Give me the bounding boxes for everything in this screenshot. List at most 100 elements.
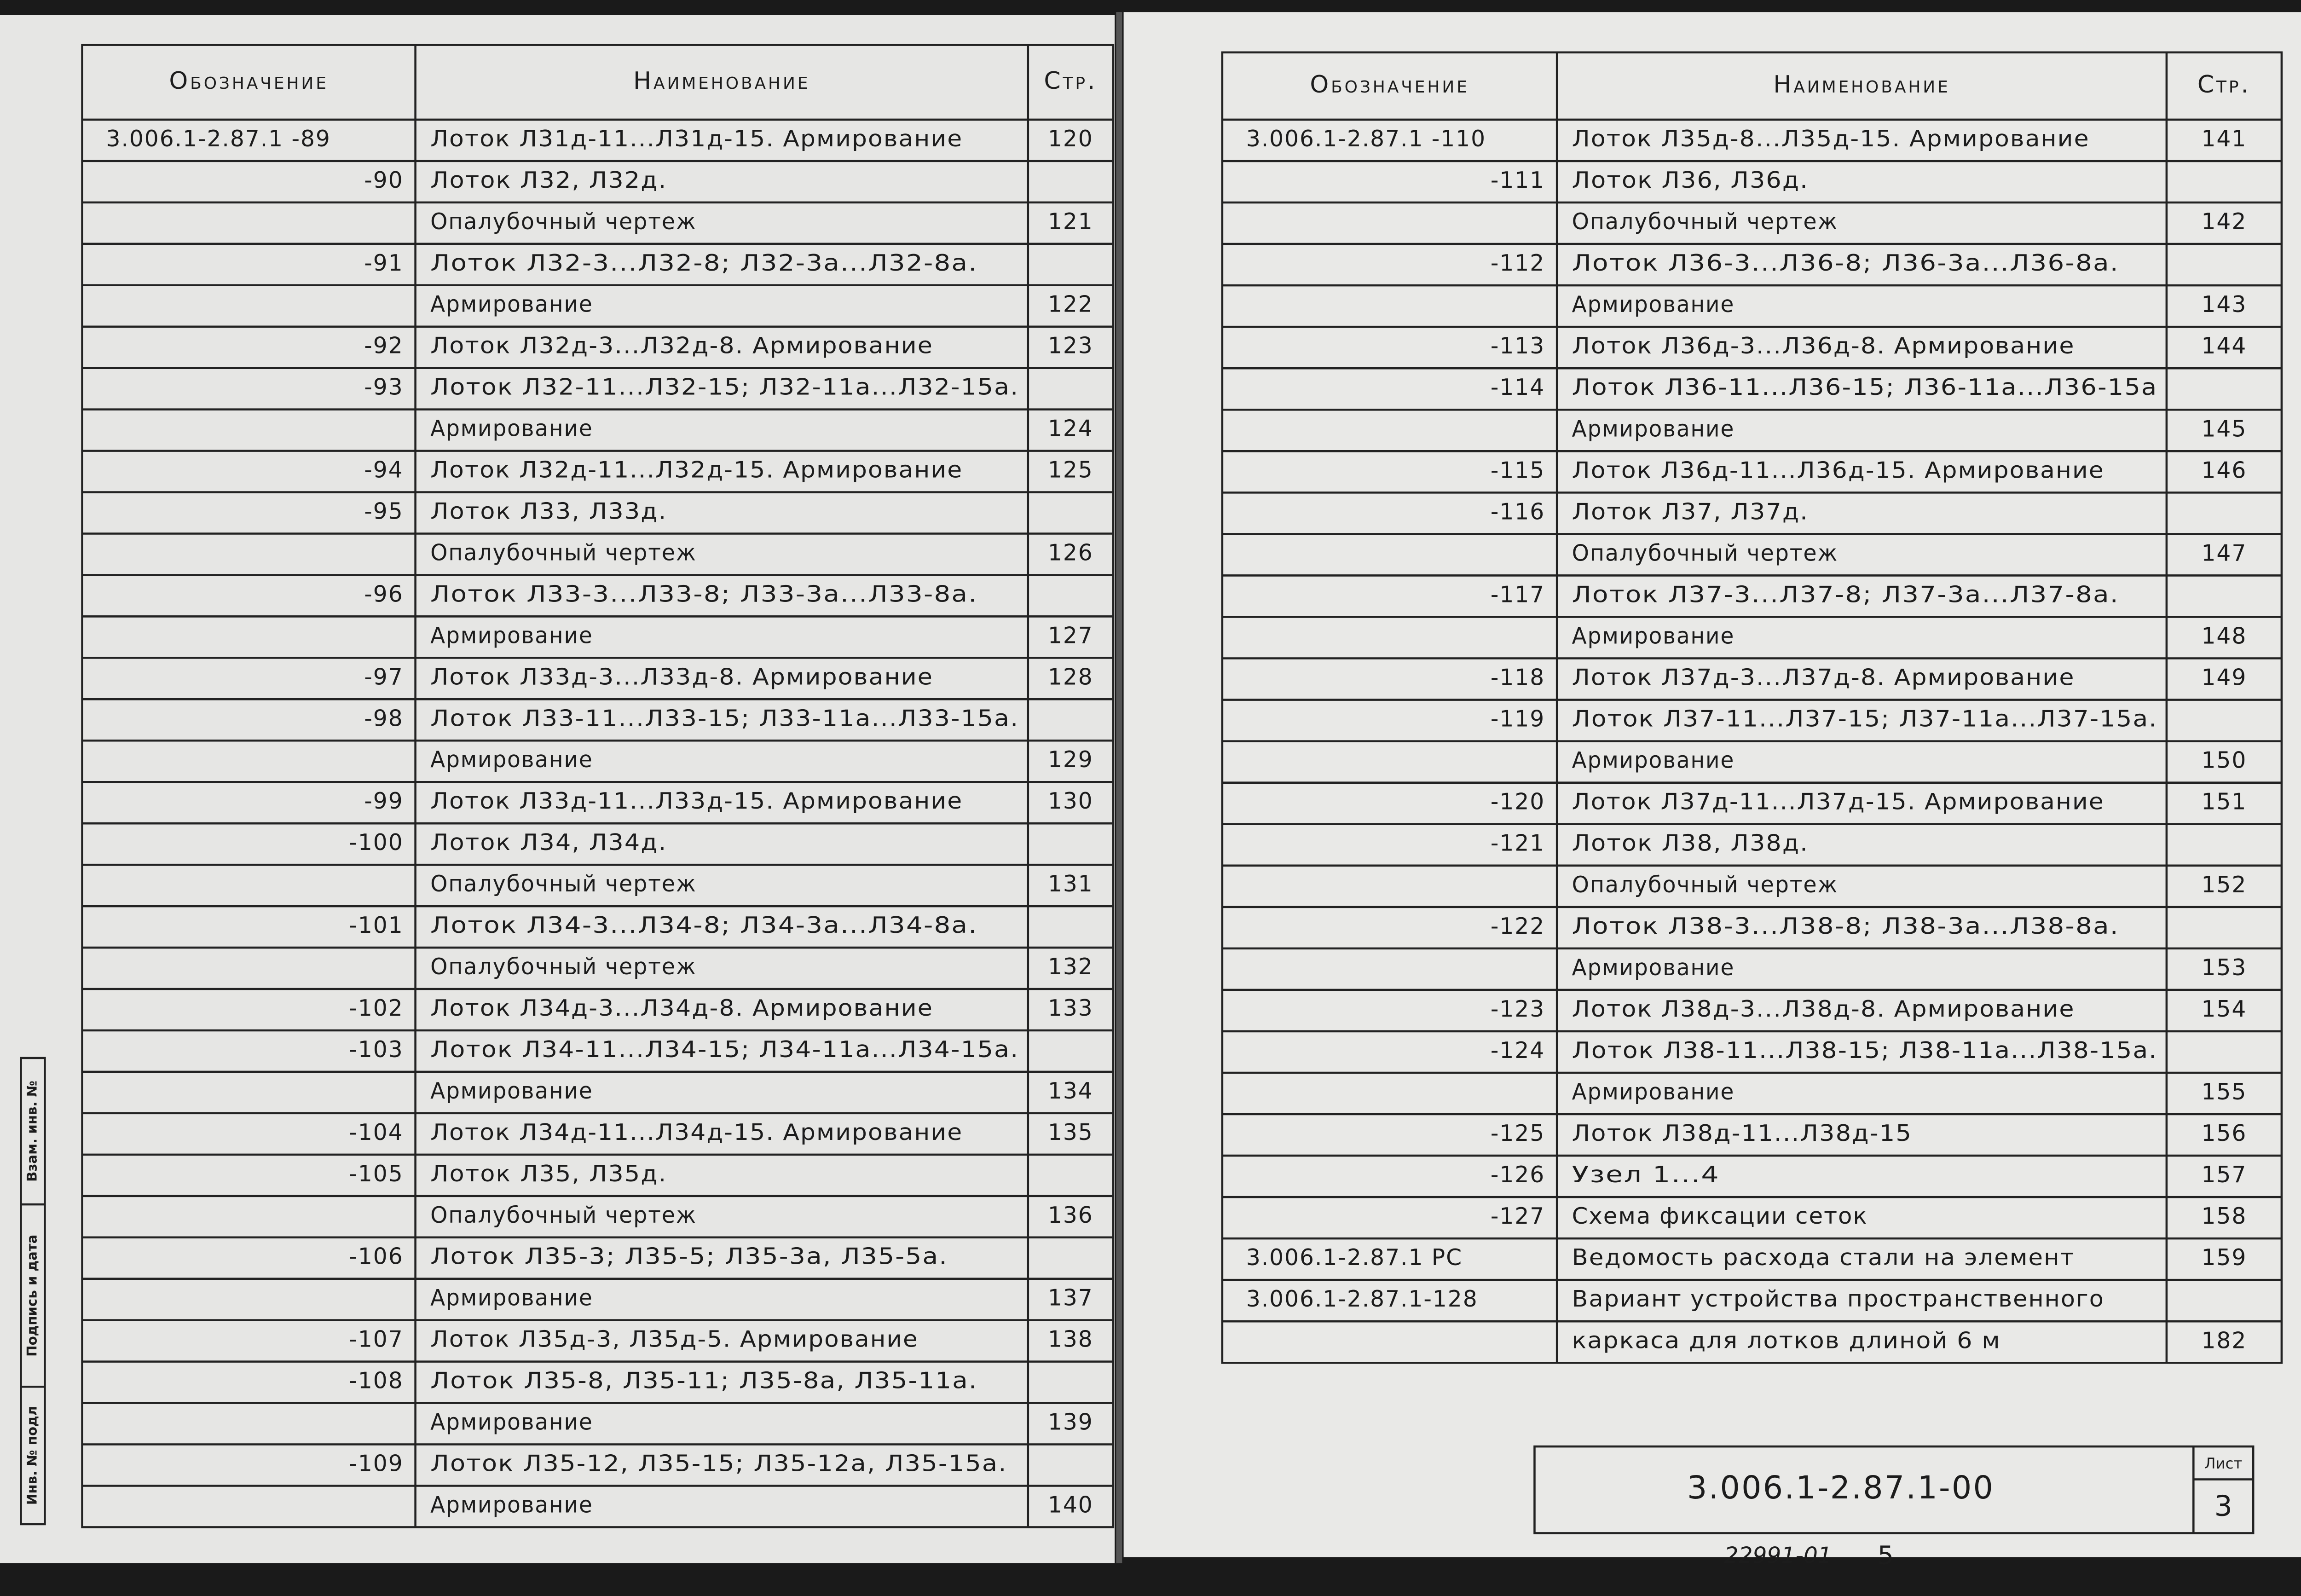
row-code: -100 (349, 830, 403, 856)
row-name: Лоток Л33д-3...Л33д-8. Армирование (430, 664, 933, 690)
row-name: Опалубочный чертеж (430, 954, 697, 980)
row-code: -105 (349, 1161, 403, 1187)
row-name: Лоток Л37д-11...Л37д-15. Армирование (1572, 789, 2104, 815)
row-name: Лоток Л33-11...Л33-15; Л33-11а...Л33-15а… (430, 705, 1019, 731)
row-name: Лоток Л37-3...Л37-8; Л37-3а...Л37-8а. (1572, 582, 2119, 607)
row-page: 146 (2201, 457, 2247, 483)
sheet-number: 3 (2214, 1489, 2232, 1522)
row-name: Лоток Л38-3...Л38-8; Л38-3а...Л38-8а. (1572, 914, 2119, 939)
row-code: 3.006.1-2.87.1 -110 (1246, 126, 1486, 152)
row-code: -124 (1491, 1038, 1545, 1064)
row-name: Лоток Л32-3...Л32-8; Л32-3а...Л32-8а. (430, 250, 977, 276)
title-block: 3.006.1-2.87.1-00 Лист 3 (1533, 1445, 2255, 1534)
row-page: 136 (1048, 1203, 1093, 1228)
row-page: 145 (2201, 416, 2247, 442)
left-page (0, 15, 1115, 1563)
row-name: Армирование (430, 623, 593, 648)
row-name: Опалубочный чертеж (430, 540, 697, 566)
row-page: 149 (2201, 665, 2247, 691)
row-code: -125 (1491, 1121, 1545, 1146)
row-code: -91 (364, 250, 403, 276)
row-name: Лоток Л35-3; Л35-5; Л35-3а, Л35-5а. (430, 1244, 948, 1270)
row-code: -113 (1491, 333, 1545, 359)
row-name: Армирование (1572, 955, 1735, 981)
row-name: Лоток Л36д-11...Л36д-15. Армирование (1572, 457, 2104, 483)
row-name: Лоток Л35-12, Л35-15; Л35-12а, Л35-15а. (430, 1451, 1007, 1477)
row-name: Лоток Л38д-11...Л38д-15 (1572, 1121, 1912, 1146)
row-code: -116 (1491, 499, 1545, 525)
row-page: 139 (1048, 1410, 1093, 1435)
row-name: Лоток Л36-3...Л36-8; Л36-3а...Л36-8а. (1572, 250, 2119, 276)
row-code: -126 (1491, 1162, 1545, 1188)
header-name: Наименование (1773, 71, 1950, 98)
order-number: 22991-01 (1724, 1543, 1832, 1568)
row-name: Лоток Л34д-11...Л34д-15. Армирование (430, 1120, 963, 1145)
row-name: Армирование (1572, 748, 1735, 774)
row-code: -108 (349, 1368, 403, 1394)
row-name: Лоток Л35д-3, Л35д-5. Армирование (430, 1327, 919, 1353)
row-page: 120 (1048, 126, 1093, 152)
row-page: 133 (1048, 995, 1093, 1021)
row-page: 127 (1048, 623, 1093, 648)
row-name: Армирование (430, 416, 593, 442)
row-code: -106 (349, 1244, 403, 1270)
row-page: 121 (1048, 209, 1093, 235)
row-code: -97 (364, 664, 403, 690)
row-code: 3.006.1-2.87.1 -89 (106, 126, 331, 152)
row-page: 130 (1048, 788, 1093, 814)
row-code: -90 (364, 168, 403, 193)
row-name: Лоток Л34-11...Л34-15; Л34-11а...Л34-15а… (430, 1037, 1019, 1063)
stamp-inv-orig: Инв. № подл (24, 1406, 40, 1505)
header-name: Наименование (633, 67, 810, 95)
header-page: Стр. (2197, 71, 2251, 98)
row-code: -95 (364, 499, 403, 525)
row-page: 131 (1048, 871, 1093, 897)
row-code: -127 (1491, 1203, 1545, 1229)
row-name: Опалубочный чертеж (430, 209, 697, 235)
row-name: Армирование (1572, 292, 1735, 318)
row-code: -121 (1491, 831, 1545, 856)
side-stamp: Инв. № подл Подпись и дата Взам. инв. № (20, 1057, 46, 1526)
row-code: -103 (349, 1037, 403, 1063)
row-code: -122 (1491, 914, 1545, 939)
row-page: 141 (2201, 126, 2247, 152)
row-page: 144 (2201, 333, 2247, 359)
stamp-inv-repl: Взам. инв. № (24, 1081, 40, 1182)
row-page: 129 (1048, 747, 1093, 773)
row-name: Опалубочный чертеж (1572, 540, 1838, 566)
row-name: Армирование (430, 1078, 593, 1104)
row-name: Лоток Л37, Л37д. (1572, 499, 1809, 525)
row-name: Лоток Л31д-11...Л31д-15. Армирование (430, 126, 963, 152)
row-name: Вариант устройства пространственного (1572, 1286, 2104, 1312)
row-page: 123 (1048, 333, 1093, 359)
row-code: -92 (364, 333, 403, 359)
row-name: Лоток Л37д-3...Л37д-8. Армирование (1572, 665, 2075, 691)
row-name: Лоток Л32-11...Л32-15; Л32-11а...Л32-15а… (430, 375, 1019, 400)
row-name: Армирование (1572, 1079, 1735, 1105)
row-code: -118 (1491, 665, 1545, 691)
title-frame (1533, 1445, 2255, 1534)
row-name: Лоток Л38-11...Л38-15; Л38-11а...Л38-15а… (1572, 1038, 2158, 1064)
row-name: Армирование (430, 747, 593, 773)
row-page: 125 (1048, 457, 1093, 483)
row-name: Опалубочный чертеж (430, 1203, 697, 1228)
row-page: 155 (2201, 1079, 2247, 1105)
header-code: Обозначение (1310, 71, 1469, 98)
row-page: 122 (1048, 292, 1093, 318)
right-page (1123, 12, 2301, 1557)
row-name: Армирование (1572, 416, 1735, 442)
row-page: 135 (1048, 1120, 1093, 1145)
row-name: Армирование (1572, 624, 1735, 649)
row-page: 153 (2201, 955, 2247, 981)
row-name: Лоток Л33-3...Л33-8; Л33-3а...Л33-8а. (430, 581, 977, 607)
row-name: Схема фиксации сеток (1572, 1203, 1868, 1229)
row-name: каркаса для лотков длиной 6 м (1572, 1328, 2001, 1353)
row-name: Армирование (430, 1492, 593, 1518)
row-name: Лоток Л35д-8...Л35д-15. Армирование (1572, 126, 2090, 152)
row-code: -101 (349, 913, 403, 938)
stamp-frame (20, 1057, 46, 1526)
row-code: 3.006.1-2.87.1-128 (1246, 1286, 1478, 1312)
header-page: Стр. (1044, 67, 1097, 95)
row-page: 142 (2201, 209, 2247, 235)
table-frame (81, 44, 1115, 1528)
